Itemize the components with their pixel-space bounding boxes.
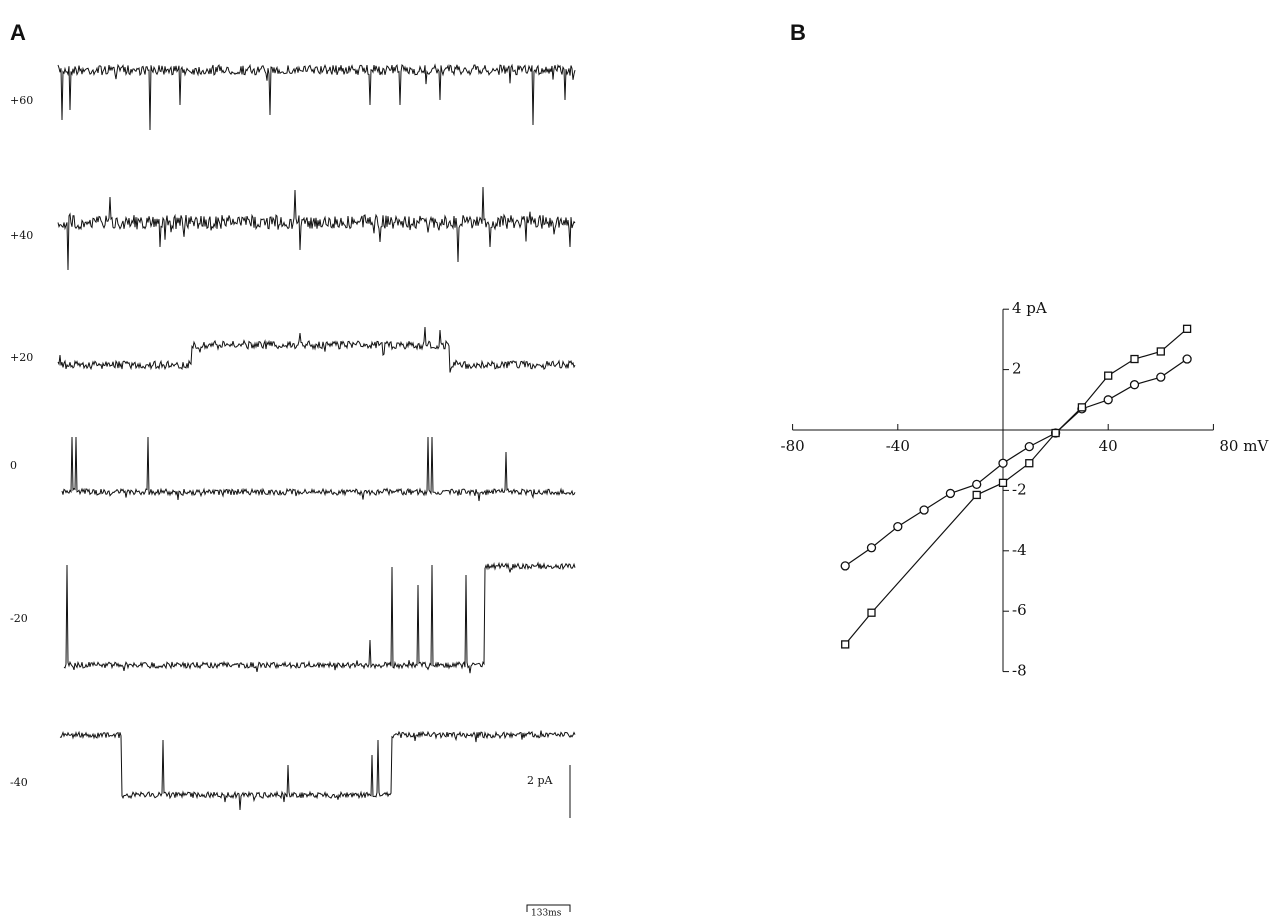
x-tick-label: -80	[781, 437, 805, 455]
square-marker	[972, 490, 981, 500]
panel-label: A	[10, 20, 26, 45]
circle-marker	[972, 479, 982, 490]
series-line	[844, 358, 1188, 567]
circle-marker	[1024, 441, 1034, 452]
scale-label: 2 pA	[527, 774, 554, 787]
y-tick-label: 2	[1012, 360, 1022, 378]
y-tick-label: -8	[1012, 662, 1027, 680]
square-marker	[1182, 324, 1192, 333]
traces: +60 +40 +20 0 -20 -40 2 pA 133ms	[10, 63, 576, 919]
circle-marker	[1129, 380, 1140, 390]
square-marker	[1104, 371, 1113, 380]
square-marker	[867, 608, 876, 617]
current-trace	[57, 326, 576, 373]
circle-marker	[1156, 372, 1166, 382]
panel-label: B	[790, 20, 806, 45]
square-marker	[841, 640, 850, 649]
scale-label: 133ms	[531, 909, 562, 919]
square-marker	[1130, 354, 1139, 364]
current-trace	[57, 63, 576, 131]
iv-plot: -80 -40 40 80 mV 4 pA 2 -2 -4 -6 -8	[781, 299, 1269, 679]
current-trace	[59, 730, 576, 811]
y-tick-label: -2	[1012, 480, 1027, 498]
y-tick-label: -4	[1012, 541, 1027, 559]
circle-marker	[1182, 354, 1192, 364]
square-marker	[1156, 347, 1165, 356]
circle-marker	[866, 543, 877, 553]
x-tick-label: -40	[886, 437, 910, 455]
circle-marker	[1103, 395, 1113, 405]
square-marker	[1025, 459, 1034, 468]
square-marker	[1051, 428, 1060, 438]
trace-label: 0	[10, 459, 17, 472]
trace-label: +60	[10, 94, 33, 107]
circle-marker	[893, 521, 903, 532]
y-tick-label: -6	[1012, 601, 1027, 619]
trace-label: -40	[10, 776, 28, 789]
circle-marker	[998, 458, 1008, 468]
x-tick-label: 80 mV	[1219, 437, 1269, 455]
circle-marker	[945, 488, 956, 499]
square-marker	[1077, 403, 1087, 412]
current-trace	[57, 186, 576, 271]
current-trace	[63, 561, 576, 674]
current-trace	[61, 436, 576, 502]
y-tick-label: 4 pA	[1012, 299, 1047, 317]
trace-label: +40	[10, 229, 33, 242]
trace-label: +20	[10, 351, 33, 364]
square-marker	[998, 478, 1008, 488]
scale-bar	[526, 904, 571, 912]
circle-marker	[919, 505, 929, 515]
x-tick-label: 40	[1099, 437, 1118, 455]
trace-label: -20	[10, 612, 28, 625]
circle-marker	[840, 561, 850, 571]
